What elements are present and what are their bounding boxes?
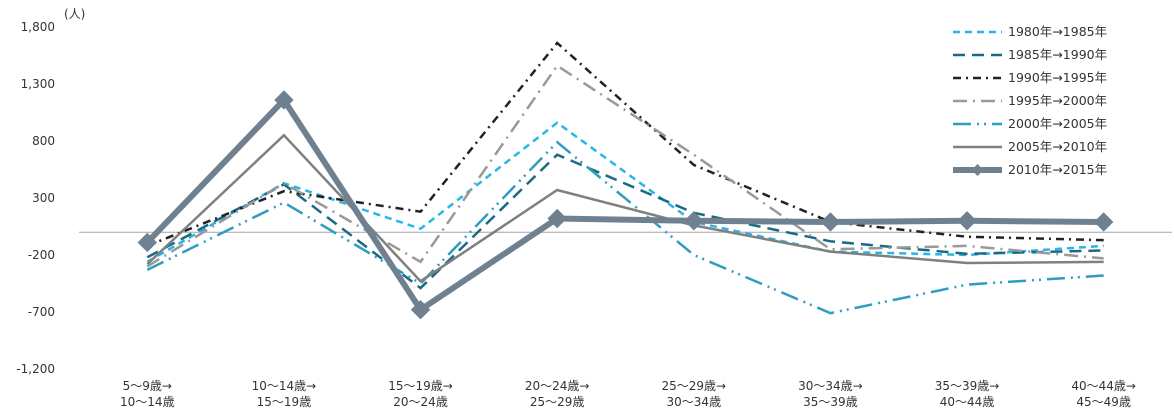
legend-label: 1985年→1990年 [1008, 47, 1107, 62]
x-tick-label: 20～24歳 [393, 395, 448, 409]
series-layer [137, 41, 1114, 320]
legend-label: 2000年→2005年 [1008, 116, 1107, 131]
legend: 1980年→1985年 1985年→1990年 1990年→1995年 1995年→2… [953, 24, 1107, 177]
data-point [820, 212, 841, 232]
series-2 [146, 153, 1104, 290]
y-tick-label: -700 [28, 305, 55, 319]
x-tick-label: 40～44歳 [940, 395, 995, 409]
legend-label: 1990年→1995年 [1008, 70, 1107, 85]
legend-label: 2005年→2010年 [1008, 139, 1107, 154]
x-tick-label: 30～34歳→ [798, 379, 863, 393]
x-tick-label: 25～29歳 [530, 395, 585, 409]
data-point [547, 208, 567, 229]
legend-label: 1980年→1985年 [1008, 24, 1107, 39]
legend-label: 2010年→2015年 [1008, 162, 1107, 177]
x-tick-label: 25～29歳→ [662, 379, 727, 393]
x-tick-label: 35～39歳 [803, 395, 858, 409]
x-tick-label: 10～14歳→ [252, 379, 317, 393]
y-tick-label: 300 [32, 191, 55, 205]
x-tick-label: 20～24歳→ [525, 379, 590, 393]
y-tick-label: 800 [32, 134, 55, 148]
y-tick-label: 1,800 [21, 20, 55, 34]
x-tick-label: 35～39歳→ [935, 379, 1000, 393]
data-point [957, 211, 977, 231]
x-tick-label: 5～9歳→ [123, 379, 172, 393]
x-tick-label: 30～34歳 [667, 395, 722, 409]
series-line [146, 140, 1104, 315]
series-line [145, 95, 1104, 314]
legend-label: 1995年→2000年 [1008, 93, 1107, 108]
data-point [684, 211, 704, 231]
x-tick-label: 40～44歳→ [1071, 379, 1136, 393]
series-line [146, 153, 1104, 290]
y-tick-label: -200 [28, 248, 55, 262]
y-unit-label: (人) [64, 7, 85, 21]
y-tick-label: -1,200 [16, 362, 55, 376]
x-tick-label: 15～19歳 [257, 395, 312, 409]
legend-marker [971, 164, 984, 176]
data-point [274, 90, 294, 110]
data-point [137, 232, 158, 253]
x-tick-label: 45～49歳 [1076, 395, 1131, 409]
y-tick-label: 1,300 [21, 77, 55, 91]
x-tick-label: 15～19歳→ [388, 379, 453, 393]
data-point [410, 300, 431, 320]
series-1 [146, 121, 1104, 263]
data-point [1093, 212, 1114, 232]
series-line [146, 133, 1104, 283]
x-tick-label: 10～14歳 [120, 395, 175, 409]
series-5 [146, 140, 1104, 315]
series-line [146, 41, 1104, 248]
series-6 [146, 133, 1104, 283]
series-line [146, 121, 1104, 263]
axes: (人) 1,800 1,300 800 300 -200 -700 -1,200 5～9歳→ 10… [16, 7, 1172, 409]
series-7 [137, 90, 1114, 320]
series-3 [146, 41, 1104, 248]
